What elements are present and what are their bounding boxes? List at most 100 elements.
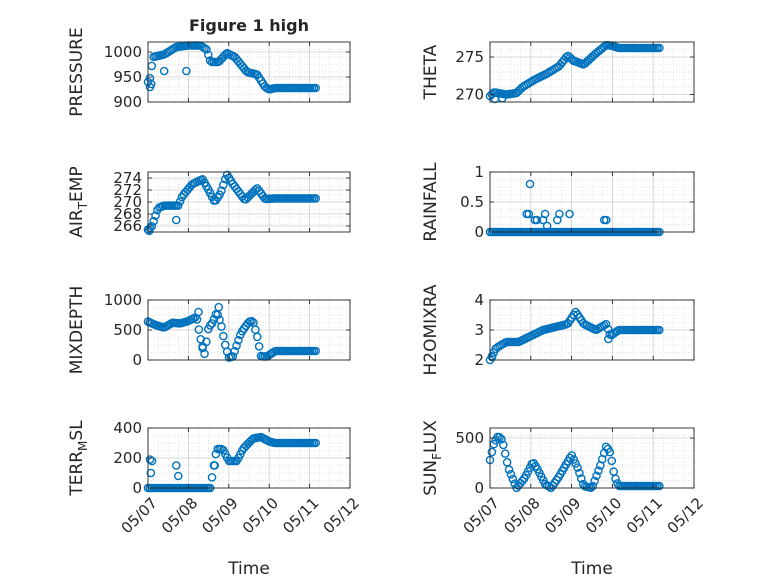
rainfall-marker [525, 179, 535, 189]
terr-msl-ytick-label: 200 [113, 449, 142, 467]
pressure-ytick-label: 1000 [104, 43, 142, 61]
rainfall-ytick-label: 1 [474, 163, 484, 181]
mixdepth-marker [247, 316, 256, 326]
terr-msl-marker [207, 473, 217, 482]
mixdepth-marker [200, 349, 209, 359]
mixdepth-marker [311, 346, 320, 356]
terr-msl-marker [145, 455, 155, 464]
pressure-marker [200, 43, 209, 53]
sun-flux-ylabel: SUNFLUX [421, 420, 444, 496]
air-temp-marker [144, 226, 154, 236]
sun-flux-xtick-label: 05/11 [623, 494, 666, 537]
sun-flux-marker [495, 433, 504, 442]
h2omixra-marker [601, 319, 611, 329]
h2omixra-ytick-label: 3 [474, 321, 484, 339]
rainfall-marker [524, 209, 534, 219]
mixdepth-ylabel: MIXDEPTH [67, 286, 87, 375]
mixdepth-ytick-label: 1000 [104, 291, 142, 309]
rainfall-ytick-label: 0 [474, 223, 484, 241]
sun-flux-marker [500, 449, 510, 458]
sun-flux-marker [573, 463, 582, 472]
sun-flux-marker [508, 474, 518, 484]
sun-flux-marker [567, 451, 577, 460]
sun-flux-marker [518, 476, 527, 486]
mixdepth-marker [217, 322, 226, 331]
terr-msl-marker [210, 461, 219, 470]
pressure-ytick-label: 950 [113, 68, 142, 86]
mixdepth-marker [252, 332, 262, 342]
rainfall-ylabel: RAINFALL [421, 162, 441, 242]
sun-flux-ytick-label: 0 [474, 479, 484, 497]
chart-rainfall: 0 0.5 1 RAINFALL [421, 162, 695, 242]
sun-flux-xlabel: Time [570, 559, 613, 579]
terr-msl-marker [171, 461, 181, 470]
chart-theta: 270 275 THETA [421, 40, 695, 104]
rainfall-ytick-label: 0.5 [460, 193, 484, 211]
terr-msl-marker [146, 468, 156, 478]
sun-flux-marker [607, 456, 617, 466]
air-temp-marker [173, 201, 183, 210]
pressure-marker [202, 45, 211, 54]
sun-flux-marker [575, 468, 584, 478]
h2omixra-marker [604, 334, 613, 344]
pressure-marker [145, 73, 155, 83]
mixdepth-ytick-label: 500 [113, 321, 142, 339]
chart-h2omixra: 2 3 4 H2OMIXRA [421, 284, 695, 376]
sun-flux-xtick-label: 05/09 [541, 494, 584, 537]
terr-msl-xtick-label: 05/12 [320, 494, 363, 537]
air-temp-marker [149, 216, 158, 226]
mixdepth-marker [202, 337, 211, 347]
terr-msl-xlabel: Time [227, 559, 270, 579]
sun-flux-ytick-label: 500 [455, 429, 484, 447]
rainfall-marker [542, 221, 552, 231]
terr-msl-marker [311, 438, 320, 448]
mixdepth-marker [194, 307, 203, 317]
mixdepth-marker [219, 331, 228, 341]
h2omixra-ytick-label: 4 [474, 291, 484, 309]
theta-ylabel: THETA [421, 44, 441, 100]
theta-marker [561, 53, 571, 62]
terr-msl-xtick-label: 05/09 [198, 494, 241, 537]
terr-msl-xtick-label: 05/07 [118, 494, 161, 537]
chart-pressure: 900 950 1000 PRESSURE Figure 1 high [67, 16, 351, 117]
sun-flux-marker [499, 440, 508, 450]
theta-ytick-label: 270 [455, 86, 484, 104]
rainfall-marker [538, 215, 548, 225]
rainfall-marker [601, 215, 611, 225]
air-temp-marker [175, 197, 185, 206]
sun-flux-marker [577, 474, 586, 483]
pressure-marker [311, 83, 320, 93]
mixdepth-marker [198, 343, 207, 353]
terr-msl-marker [173, 471, 183, 481]
sun-flux-marker [590, 476, 599, 486]
mixdepth-marker [234, 335, 243, 345]
air-temp-marker [215, 190, 224, 199]
air-temp-marker [217, 186, 226, 196]
rainfall-marker [565, 209, 574, 219]
sun-flux-marker [569, 455, 579, 464]
air-temp-marker [311, 194, 320, 203]
air-temp-marker [151, 211, 160, 220]
pressure-marker [182, 66, 191, 76]
terr-msl-ytick-label: 0 [132, 479, 142, 497]
air-temp-ytick-label: 266 [113, 217, 142, 235]
sun-flux-axes-box [489, 427, 695, 489]
h2omixra-marker [603, 324, 613, 334]
terr-msl-xtick-label: 05/08 [158, 494, 201, 537]
mixdepth-marker [230, 346, 239, 356]
theta-axes-box [489, 41, 695, 103]
sun-flux-xtick-label: 05/07 [460, 494, 503, 537]
rainfall-marker [553, 215, 562, 225]
sun-flux-xtick-label: 05/10 [582, 494, 625, 537]
pressure-axes-box [147, 41, 351, 103]
terr-msl-ylabel: TERRMSL [67, 420, 90, 497]
sun-flux-marker [565, 453, 575, 463]
chart-mixdepth: 0 500 1000 MIXDEPTH [67, 286, 351, 375]
air-temp-ytick-label: 272 [113, 181, 142, 199]
mixdepth-ytick-label: 0 [132, 351, 142, 369]
sun-flux-marker [605, 447, 615, 457]
sun-flux-marker [504, 465, 514, 474]
pressure-marker [159, 66, 169, 76]
